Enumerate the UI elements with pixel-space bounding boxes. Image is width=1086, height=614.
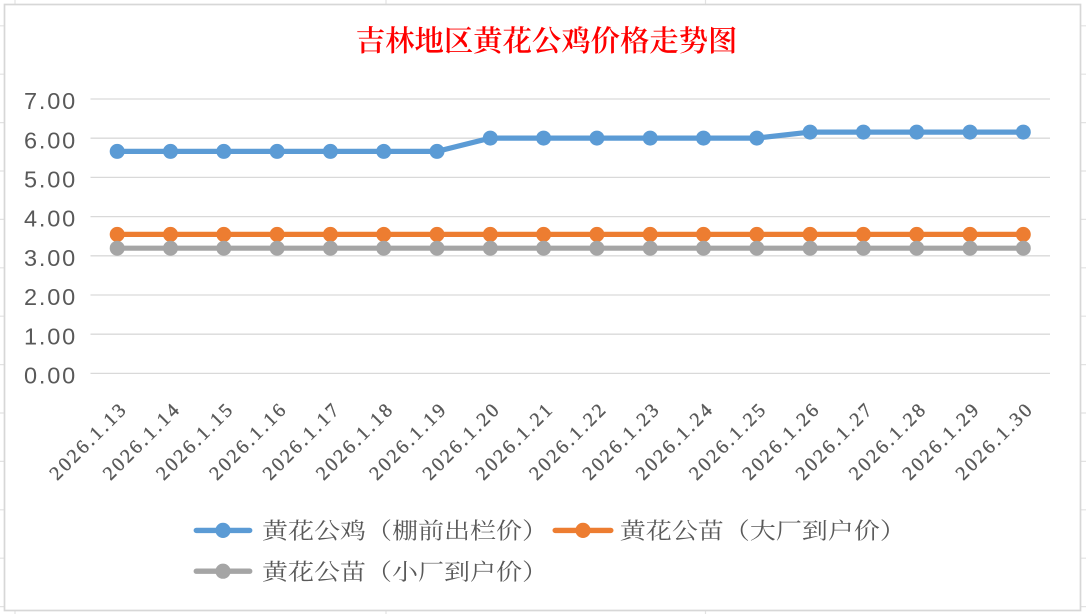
svg-text:6.00: 6.00 — [24, 127, 77, 153]
svg-text:3.00: 3.00 — [24, 245, 77, 271]
svg-text:4.00: 4.00 — [24, 206, 77, 232]
svg-text:0.00: 0.00 — [24, 363, 77, 389]
svg-text:2.00: 2.00 — [24, 284, 77, 310]
svg-text:7.00: 7.00 — [24, 88, 77, 114]
svg-text:5.00: 5.00 — [24, 167, 77, 193]
svg-text:1.00: 1.00 — [24, 323, 77, 349]
